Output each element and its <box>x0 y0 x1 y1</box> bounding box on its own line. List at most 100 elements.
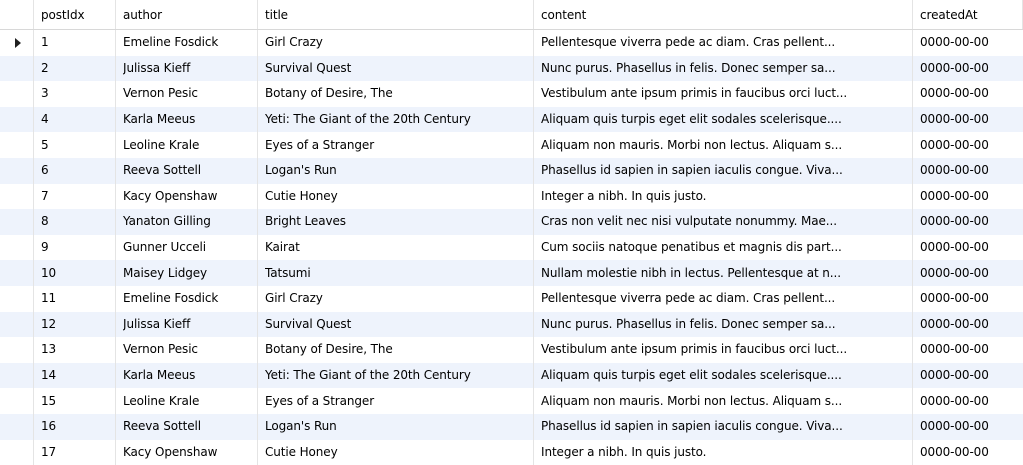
cell-title[interactable]: Girl Crazy <box>258 30 534 56</box>
cell-content[interactable]: Nunc purus. Phasellus in felis. Donec se… <box>534 311 913 338</box>
row-selector[interactable] <box>0 311 34 338</box>
cell-content[interactable]: Pellentesque viverra pede ac diam. Cras … <box>534 30 913 56</box>
cell-createdAt[interactable]: 0000-00-00 <box>913 30 1023 56</box>
cell-createdAt[interactable]: 0000-00-00 <box>913 388 1023 414</box>
cell-postIdx[interactable]: 6 <box>34 157 116 184</box>
cell-content[interactable]: Cras non velit nec nisi vulputate nonumm… <box>534 209 913 235</box>
cell-content[interactable]: Vestibulum ante ipsum primis in faucibus… <box>534 81 913 107</box>
cell-title[interactable]: Eyes of a Stranger <box>258 388 534 414</box>
cell-createdAt[interactable]: 0000-00-00 <box>913 414 1023 440</box>
cell-title[interactable]: Yeti: The Giant of the 20th Century <box>258 106 534 133</box>
cell-author[interactable]: Julissa Kieff <box>116 311 258 338</box>
row-selector[interactable] <box>0 55 34 82</box>
table-row[interactable]: 8 Yanaton Gilling Bright Leaves Cras non ve… <box>0 209 1023 235</box>
table-row[interactable]: 9 Gunner Ucceli Kairat Cum sociis natoque p… <box>0 234 1023 261</box>
cell-content[interactable]: Aliquam quis turpis eget elit sodales sc… <box>534 106 913 133</box>
cell-postIdx[interactable]: 14 <box>34 362 116 389</box>
cell-title[interactable]: Tatsumi <box>258 260 534 286</box>
column-header-author[interactable]: author <box>116 0 258 29</box>
cell-createdAt[interactable]: 0000-00-00 <box>913 337 1023 363</box>
cell-author[interactable]: Reeva Sottell <box>116 413 258 440</box>
table-row[interactable]: 3 Vernon Pesic Botany of Desire, The Vestib… <box>0 81 1023 107</box>
cell-author[interactable]: Vernon Pesic <box>116 337 258 363</box>
row-selector[interactable] <box>0 209 34 235</box>
cell-content[interactable]: Aliquam non mauris. Morbi non lectus. Al… <box>534 388 913 414</box>
cell-postIdx[interactable]: 11 <box>34 285 116 312</box>
cell-title[interactable]: Yeti: The Giant of the 20th Century <box>258 362 534 389</box>
row-selector[interactable] <box>0 388 34 414</box>
cell-title[interactable]: Logan's Run <box>258 413 534 440</box>
cell-createdAt[interactable]: 0000-00-00 <box>913 260 1023 286</box>
cell-createdAt[interactable]: 0000-00-00 <box>913 56 1023 82</box>
cell-content[interactable]: Nullam molestie nibh in lectus. Pellente… <box>534 260 913 286</box>
row-selector-header[interactable] <box>0 0 34 29</box>
table-row[interactable]: 13 Vernon Pesic Botany of Desire, The Vesti… <box>0 337 1023 363</box>
cell-title[interactable]: Cutie Honey <box>258 183 534 210</box>
row-selector[interactable] <box>0 234 34 261</box>
cell-author[interactable]: Maisey Lidgey <box>116 260 258 286</box>
table-row[interactable]: 11 Emeline Fosdick Girl Crazy Pellentesque … <box>0 285 1023 312</box>
row-selector[interactable] <box>0 157 34 184</box>
table-row[interactable]: 16 Reeva Sottell Logan's Run Phasellus id s… <box>0 413 1023 440</box>
cell-postIdx[interactable]: 17 <box>34 439 116 465</box>
cell-title[interactable]: Kairat <box>258 234 534 261</box>
row-selector[interactable] <box>0 81 34 107</box>
table-row[interactable]: 17 Kacy Openshaw Cutie Honey Integer a nibh… <box>0 439 1023 465</box>
cell-postIdx[interactable]: 4 <box>34 106 116 133</box>
table-row[interactable]: 2 Julissa Kieff Survival Quest Nunc purus. … <box>0 55 1023 82</box>
row-selector[interactable] <box>0 30 34 56</box>
cell-author[interactable]: Leoline Krale <box>116 132 258 158</box>
cell-content[interactable]: Nunc purus. Phasellus in felis. Donec se… <box>534 55 913 82</box>
cell-author[interactable]: Vernon Pesic <box>116 81 258 107</box>
table-row[interactable]: 6 Reeva Sottell Logan's Run Phasellus id sa… <box>0 157 1023 184</box>
table-row[interactable]: 7 Kacy Openshaw Cutie Honey Integer a nibh.… <box>0 183 1023 210</box>
row-selector[interactable] <box>0 413 34 440</box>
cell-createdAt[interactable]: 0000-00-00 <box>913 286 1023 312</box>
cell-postIdx[interactable]: 7 <box>34 183 116 210</box>
cell-postIdx[interactable]: 2 <box>34 55 116 82</box>
cell-createdAt[interactable]: 0000-00-00 <box>913 363 1023 389</box>
table-row[interactable]: 4 Karla Meeus Yeti: The Giant of the 20th … <box>0 106 1023 133</box>
row-selector[interactable] <box>0 285 34 312</box>
table-row[interactable]: 1 Emeline Fosdick Girl Crazy Pellentesque v… <box>0 30 1023 56</box>
cell-postIdx[interactable]: 16 <box>34 413 116 440</box>
cell-createdAt[interactable]: 0000-00-00 <box>913 81 1023 107</box>
cell-createdAt[interactable]: 0000-00-00 <box>913 209 1023 235</box>
cell-title[interactable]: Cutie Honey <box>258 439 534 465</box>
row-selector[interactable] <box>0 132 34 158</box>
cell-content[interactable]: Phasellus id sapien in sapien iaculis co… <box>534 413 913 440</box>
cell-postIdx[interactable]: 12 <box>34 311 116 338</box>
cell-title[interactable]: Eyes of a Stranger <box>258 132 534 158</box>
table-row[interactable]: 10 Maisey Lidgey Tatsumi Nullam molestie ni… <box>0 260 1023 286</box>
cell-createdAt[interactable]: 0000-00-00 <box>913 312 1023 338</box>
cell-author[interactable]: Karla Meeus <box>116 362 258 389</box>
cell-content[interactable]: Aliquam quis turpis eget elit sodales sc… <box>534 362 913 389</box>
cell-author[interactable]: Yanaton Gilling <box>116 209 258 235</box>
row-selector[interactable] <box>0 439 34 465</box>
cell-author[interactable]: Karla Meeus <box>116 106 258 133</box>
cell-title[interactable]: Botany of Desire, The <box>258 337 534 363</box>
row-selector[interactable] <box>0 337 34 363</box>
row-selector[interactable] <box>0 362 34 389</box>
cell-author[interactable]: Emeline Fosdick <box>116 30 258 56</box>
row-selector[interactable] <box>0 260 34 286</box>
cell-postIdx[interactable]: 15 <box>34 388 116 414</box>
cell-title[interactable]: Survival Quest <box>258 55 534 82</box>
cell-createdAt[interactable]: 0000-00-00 <box>913 158 1023 184</box>
cell-postIdx[interactable]: 8 <box>34 209 116 235</box>
cell-createdAt[interactable]: 0000-00-00 <box>913 235 1023 261</box>
cell-postIdx[interactable]: 5 <box>34 132 116 158</box>
cell-postIdx[interactable]: 1 <box>34 30 116 56</box>
cell-title[interactable]: Botany of Desire, The <box>258 81 534 107</box>
cell-postIdx[interactable]: 9 <box>34 234 116 261</box>
cell-content[interactable]: Integer a nibh. In quis justo. <box>534 439 913 465</box>
cell-createdAt[interactable]: 0000-00-00 <box>913 107 1023 133</box>
table-row[interactable]: 12 Julissa Kieff Survival Quest Nunc purus.… <box>0 311 1023 338</box>
cell-createdAt[interactable]: 0000-00-00 <box>913 132 1023 158</box>
table-row[interactable]: 14 Karla Meeus Yeti: The Giant of the 20th… <box>0 362 1023 389</box>
row-selector[interactable] <box>0 183 34 210</box>
cell-postIdx[interactable]: 10 <box>34 260 116 286</box>
cell-title[interactable]: Survival Quest <box>258 311 534 338</box>
column-header-content[interactable]: content <box>534 0 913 29</box>
cell-content[interactable]: Phasellus id sapien in sapien iaculis co… <box>534 157 913 184</box>
